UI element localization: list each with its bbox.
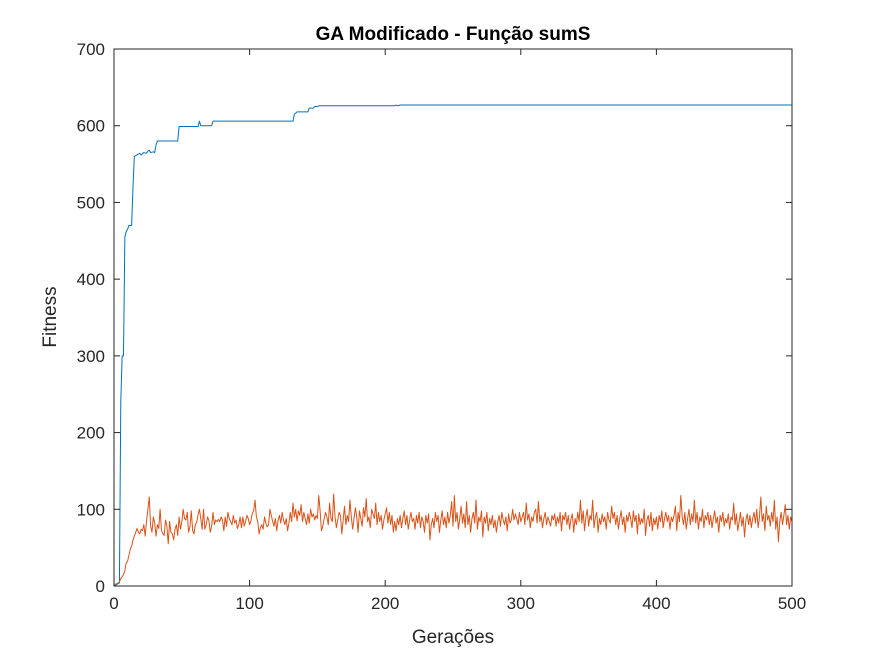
axes-box — [113, 48, 793, 587]
y-tick-label: 200 — [77, 424, 105, 443]
x-tick-label: 100 — [235, 594, 263, 613]
series-line-2 — [113, 493, 793, 585]
series-line-1 — [113, 104, 792, 587]
plot-area — [114, 49, 792, 586]
chart-title: GA Modificado - Função sumS — [316, 24, 591, 45]
x-tick-label: 400 — [642, 594, 670, 613]
y-axis-ticks: 0 100 200 300 400 500 600 700 — [77, 40, 792, 596]
series-layer — [113, 104, 793, 587]
y-axis-label: Fitness — [40, 286, 61, 347]
x-axis-ticks: 0 100 200 300 400 500 — [109, 49, 806, 613]
x-axis-label: Gerações — [412, 627, 494, 648]
y-tick-label: 700 — [77, 40, 105, 59]
y-tick-label: 400 — [77, 270, 105, 289]
x-tick-label: 500 — [778, 594, 806, 613]
x-tick-label: 200 — [371, 594, 399, 613]
y-tick-label: 100 — [77, 500, 105, 519]
x-tick-label: 300 — [507, 594, 535, 613]
y-tick-label: 600 — [77, 117, 105, 136]
y-tick-label: 300 — [77, 347, 105, 366]
y-tick-label: 500 — [77, 193, 105, 212]
x-tick-label: 0 — [109, 594, 118, 613]
y-tick-label: 0 — [96, 577, 105, 596]
